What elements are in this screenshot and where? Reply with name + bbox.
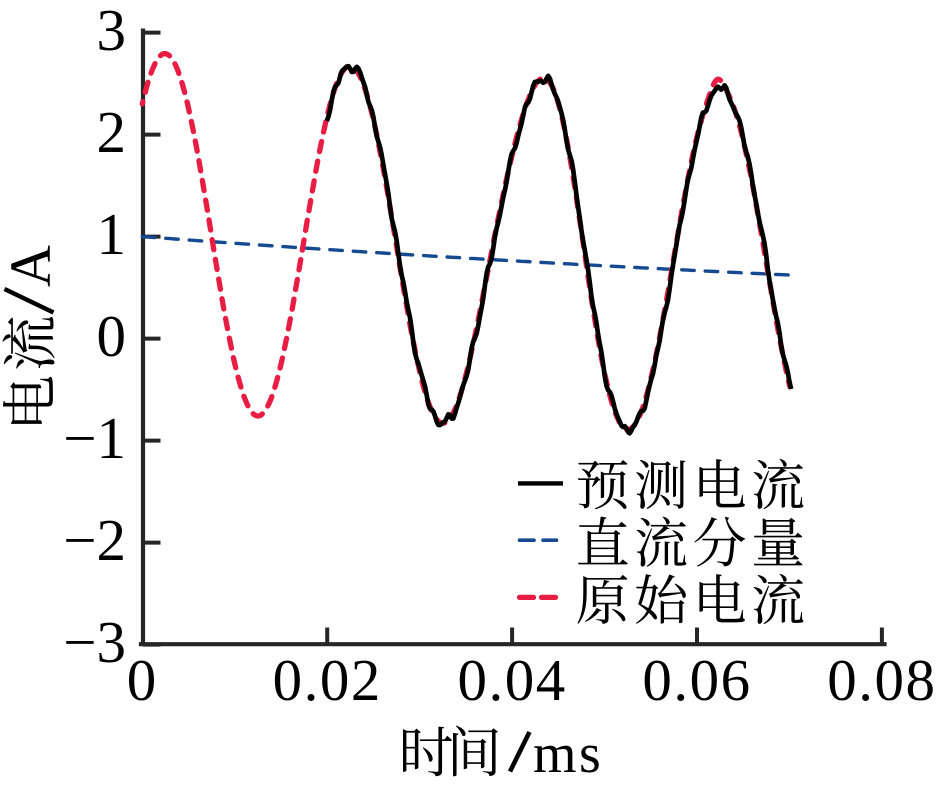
svg-text:0.04: 0.04 [457, 647, 566, 713]
svg-text:0.06: 0.06 [642, 647, 751, 713]
svg-text:m: m [533, 723, 577, 785]
svg-text:3: 3 [97, 0, 127, 63]
svg-text:−3: −3 [63, 609, 126, 675]
svg-text:A: A [0, 245, 63, 287]
svg-text:0.02: 0.02 [273, 647, 382, 713]
svg-text:0: 0 [97, 303, 127, 369]
svg-text:0: 0 [127, 647, 158, 713]
svg-text:s: s [579, 723, 601, 785]
svg-text:0.08: 0.08 [827, 647, 936, 713]
svg-text:−2: −2 [63, 507, 126, 573]
svg-text:2: 2 [97, 99, 127, 165]
svg-text:1: 1 [97, 201, 127, 267]
svg-text:−1: −1 [63, 405, 126, 471]
